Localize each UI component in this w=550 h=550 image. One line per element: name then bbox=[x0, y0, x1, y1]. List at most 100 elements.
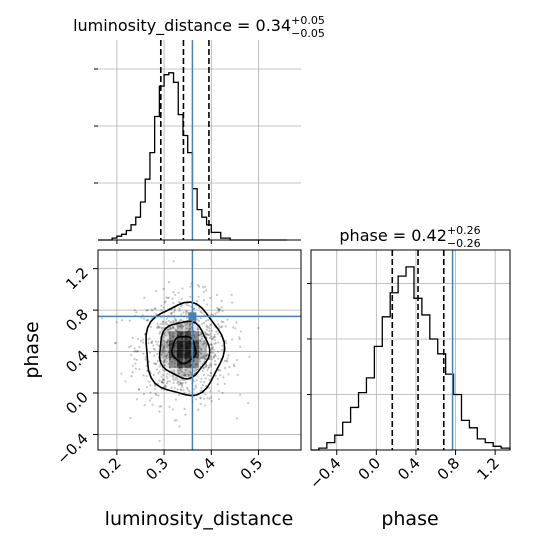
scatter-point bbox=[160, 381, 163, 384]
scatter-point bbox=[183, 353, 186, 357]
scatter-point bbox=[174, 293, 177, 296]
scatter-point bbox=[209, 390, 212, 393]
scatter-point bbox=[184, 368, 187, 372]
scatter-point bbox=[201, 286, 205, 289]
x-ticks: 0.2 0.3 0.4 0.5 bbox=[95, 450, 266, 484]
scatter-point bbox=[160, 405, 163, 408]
scatter-point bbox=[165, 360, 168, 363]
scatter-point bbox=[198, 339, 201, 342]
scatter-point bbox=[179, 304, 183, 308]
scatter-point bbox=[148, 351, 152, 354]
scatter-point bbox=[162, 373, 165, 377]
scatter-point bbox=[230, 293, 233, 296]
scatter-point bbox=[135, 398, 139, 401]
scatter-point bbox=[162, 306, 165, 309]
scatter-point bbox=[174, 319, 177, 323]
scatter-point bbox=[169, 457, 171, 459]
scatter-point bbox=[206, 354, 209, 357]
scatter-point bbox=[217, 341, 220, 344]
scatter-point bbox=[165, 334, 168, 337]
scatter-point bbox=[214, 342, 217, 345]
scatter-point bbox=[184, 312, 188, 315]
scatter-point bbox=[114, 341, 117, 345]
scatter-point bbox=[171, 297, 174, 300]
scatter-point bbox=[180, 344, 183, 347]
scatter-point bbox=[135, 358, 138, 361]
scatter-point bbox=[167, 351, 171, 354]
scatter-point bbox=[184, 346, 187, 349]
scatter-point bbox=[165, 355, 168, 358]
scatter-point bbox=[178, 346, 182, 349]
scatter-point bbox=[193, 335, 196, 338]
scatter-point bbox=[184, 353, 188, 356]
scatter-point bbox=[198, 351, 201, 354]
scatter-point bbox=[179, 326, 182, 329]
scatter-point bbox=[168, 334, 171, 337]
scatter-point bbox=[161, 349, 164, 352]
scatter-point bbox=[142, 352, 145, 355]
scatter-point bbox=[145, 375, 148, 378]
density-cell bbox=[176, 340, 191, 359]
scatter-point bbox=[174, 398, 177, 401]
scatter-point bbox=[151, 309, 154, 312]
scatter-point bbox=[208, 329, 211, 332]
scatter-point bbox=[210, 329, 213, 332]
scatter-point bbox=[215, 330, 218, 333]
scatter-point bbox=[202, 366, 205, 369]
scatter-point bbox=[183, 338, 187, 341]
scatter-point bbox=[179, 318, 182, 321]
scatter-point bbox=[188, 338, 191, 342]
scatter-point bbox=[188, 345, 191, 348]
scatter-point bbox=[165, 346, 168, 349]
scatter-point bbox=[213, 354, 216, 357]
scatter-point bbox=[170, 313, 173, 316]
density-cell bbox=[160, 349, 175, 368]
scatter-point bbox=[156, 326, 159, 329]
scatter-point bbox=[136, 350, 140, 353]
scatter-point bbox=[214, 353, 217, 356]
scatter-point bbox=[175, 349, 178, 353]
scatter-point bbox=[210, 343, 213, 346]
scatter-point bbox=[182, 344, 185, 347]
scatter-point bbox=[188, 325, 191, 328]
scatter-point bbox=[203, 340, 206, 343]
scatter-point bbox=[163, 364, 166, 367]
scatter-point bbox=[233, 365, 236, 368]
scatter-point bbox=[176, 377, 179, 380]
scatter-point bbox=[142, 374, 145, 377]
scatter-point bbox=[155, 393, 158, 396]
scatter-point bbox=[206, 325, 209, 328]
scatter-point bbox=[145, 319, 148, 322]
scatter-point bbox=[174, 342, 177, 345]
scatter-point bbox=[163, 344, 166, 347]
scatter-point bbox=[172, 378, 175, 381]
scatter-point bbox=[183, 373, 186, 377]
density-cell bbox=[160, 331, 175, 350]
scatter-point bbox=[166, 380, 169, 383]
scatter-point bbox=[165, 357, 168, 360]
scatter-point bbox=[171, 374, 175, 377]
scatter-point bbox=[226, 357, 229, 360]
scatter-point bbox=[206, 333, 209, 337]
scatter-point bbox=[185, 347, 188, 350]
y-tick-label: 0.0 bbox=[62, 388, 92, 418]
scatter-point bbox=[162, 381, 165, 384]
scatter-point bbox=[168, 355, 171, 359]
scatter-point bbox=[174, 376, 178, 380]
scatter-point bbox=[175, 341, 178, 344]
scatter-point bbox=[226, 318, 229, 321]
scatter-point bbox=[203, 285, 207, 288]
scatter-point bbox=[176, 381, 179, 385]
title-sup: +0.26 bbox=[447, 224, 481, 237]
scatter-point bbox=[149, 325, 152, 328]
scatter-point bbox=[165, 296, 168, 299]
x-tick-label: 0.4 bbox=[190, 454, 220, 484]
scatter-point bbox=[183, 344, 187, 347]
scatter-point bbox=[175, 350, 178, 354]
scatter-point bbox=[148, 380, 151, 383]
scatter-point bbox=[158, 365, 161, 368]
scatter-point bbox=[134, 362, 137, 365]
scatter-point bbox=[199, 380, 202, 384]
scatter-point bbox=[186, 345, 190, 348]
